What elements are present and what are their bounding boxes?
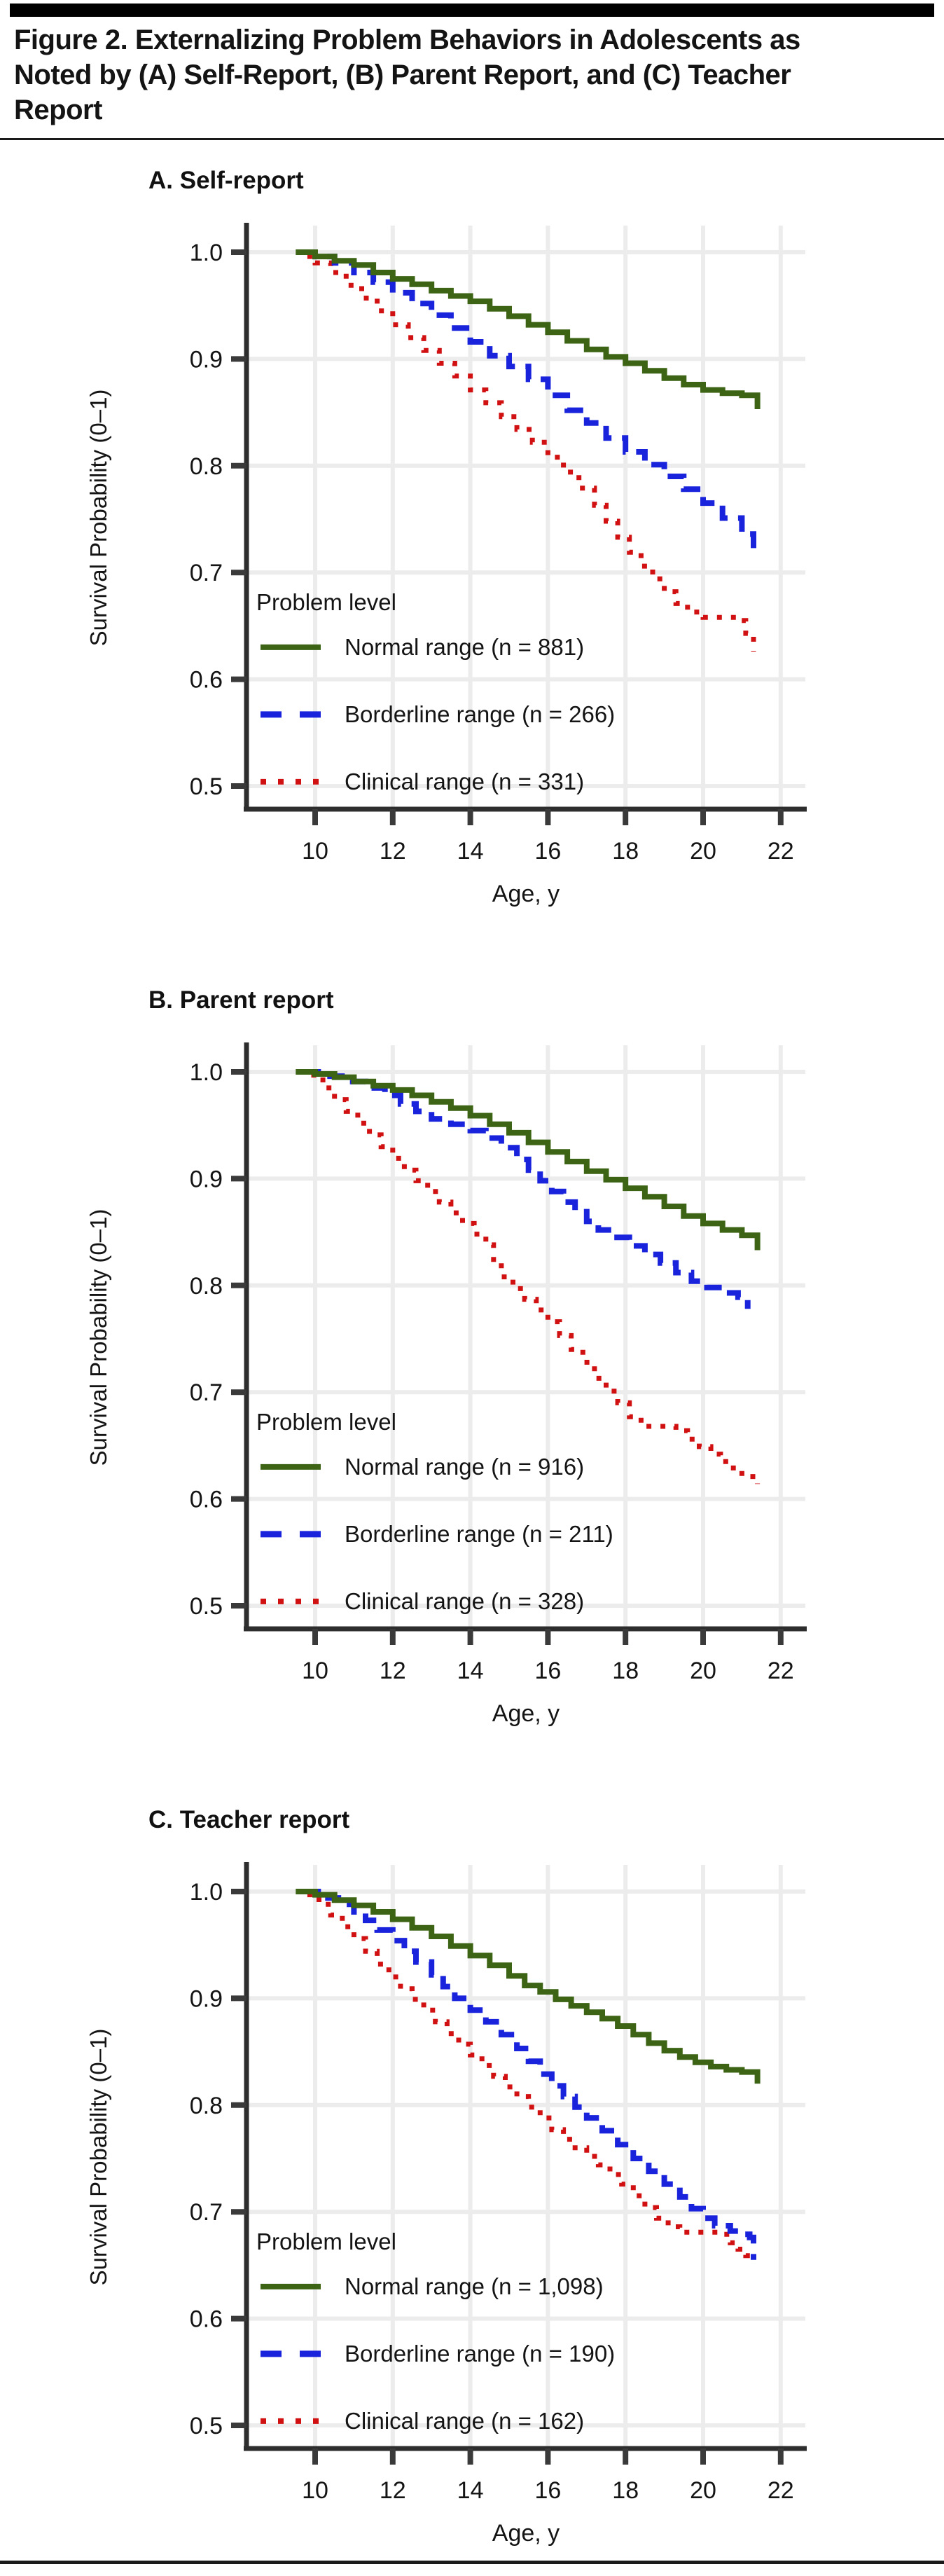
figure-title-line-3: Report (14, 95, 102, 125)
borderline-range-curve (303, 1889, 756, 2260)
normal-legend-label: Normal range (n = 1,098) (345, 2273, 604, 2299)
y-tick-label: 0.9 (190, 1985, 223, 2012)
x-axis-title: Age, y (492, 1700, 560, 1727)
x-tick-label: 20 (690, 838, 716, 865)
legend-title: Problem level (256, 2229, 396, 2254)
x-axis-title: Age, y (492, 2520, 560, 2547)
normal-range-curve (296, 1069, 761, 1251)
y-axis-title: Survival Probability (0–1) (85, 1209, 111, 1466)
y-tick-label: 0.8 (190, 1273, 223, 1300)
x-tick-label: 14 (457, 2477, 484, 2504)
y-tick-label: 0.6 (190, 1487, 223, 1513)
normal-legend-label: Normal range (n = 916) (345, 1454, 584, 1480)
clinical-range-curve (307, 1892, 756, 2261)
y-tick-label: 0.9 (190, 346, 223, 373)
panel-a-title: A. Self-report (148, 167, 304, 194)
borderline-legend-label: Borderline range (n = 211) (345, 1521, 613, 1547)
bottom-rule (0, 2561, 944, 2564)
y-tick-label: 0.6 (190, 667, 223, 694)
y-axis-title: Survival Probability (0–1) (85, 2029, 111, 2286)
normal-range-curve (296, 249, 761, 409)
y-tick-label: 0.6 (190, 2306, 223, 2333)
x-tick-label: 12 (380, 1658, 406, 1684)
y-tick-label: 0.9 (190, 1166, 223, 1192)
y-tick-label: 1.0 (190, 1059, 223, 1086)
y-tick-label: 0.8 (190, 2093, 223, 2119)
panel-c-title: C. Teacher report (148, 1806, 350, 1833)
x-tick-label: 10 (302, 838, 328, 865)
clinical-legend-label: Clinical range (n = 328) (345, 1588, 584, 1614)
x-tick-label: 16 (534, 1658, 561, 1684)
y-tick-label: 0.5 (190, 1593, 223, 1620)
x-tick-label: 12 (380, 838, 406, 865)
x-axis-title: Age, y (492, 881, 560, 907)
y-tick-label: 0.7 (190, 1379, 223, 1406)
figure-title-line-2: Noted by (A) Self-Report, (B) Parent Rep… (14, 60, 791, 90)
panel-b-chart: 1.0 0.9 0.8 0.7 0.6 0.5 10 12 14 16 18 20 22 Age, y Su… (85, 1042, 807, 1727)
y-tick-label: 1.0 (190, 1879, 223, 1906)
clinical-legend-label: Clinical range (n = 162) (345, 2408, 584, 2434)
x-tick-label: 12 (380, 2477, 406, 2504)
figure-title: Figure 2. Externalizing Problem Behavior… (14, 22, 933, 128)
y-tick-label: 0.5 (190, 2413, 223, 2439)
borderline-legend-label: Borderline range (n = 190) (345, 2341, 615, 2367)
clinical-legend-label: Clinical range (n = 331) (345, 769, 584, 794)
borderline-range-curve (303, 249, 756, 558)
top-black-bar (10, 4, 934, 17)
y-tick-label: 0.8 (190, 453, 223, 480)
y-axis-title: Survival Probability (0–1) (85, 390, 111, 647)
normal-legend-label: Normal range (n = 881) (345, 634, 584, 660)
x-tick-label: 16 (534, 2477, 561, 2504)
y-tick-label: 0.7 (190, 2199, 223, 2226)
y-tick-label: 1.0 (190, 240, 223, 266)
x-tick-label: 20 (690, 2477, 716, 2504)
x-tick-label: 22 (768, 2477, 794, 2504)
borderline-range-curve (303, 1069, 751, 1309)
normal-range-curve (296, 1889, 761, 2084)
borderline-legend-label: Borderline range (n = 266) (345, 701, 615, 727)
panel-c-chart: 1.0 0.9 0.8 0.7 0.6 0.5 10 12 14 16 18 20 22 Age, y Su… (85, 1862, 807, 2547)
x-tick-label: 18 (612, 838, 639, 865)
x-tick-label: 14 (457, 838, 484, 865)
panel-a-chart: 1.0 0.9 0.8 0.7 0.6 0.5 10 12 14 16 18 20 22 Age, y Su… (85, 223, 807, 907)
x-tick-label: 22 (768, 838, 794, 865)
panel-b-title: B. Parent report (148, 986, 334, 1014)
x-tick-label: 18 (612, 1658, 639, 1684)
clinical-range-curve (307, 254, 756, 652)
legend-title: Problem level (256, 1409, 396, 1435)
legend-title: Problem level (256, 589, 396, 615)
x-tick-label: 16 (534, 838, 561, 865)
y-tick-label: 0.7 (190, 560, 223, 586)
x-tick-label: 18 (612, 2477, 639, 2504)
x-tick-label: 20 (690, 1658, 716, 1684)
title-divider-rule (0, 138, 944, 140)
x-tick-label: 14 (457, 1658, 484, 1684)
x-tick-label: 10 (302, 2477, 328, 2504)
x-tick-label: 10 (302, 1658, 328, 1684)
y-tick-label: 0.5 (190, 773, 223, 800)
figure-title-line-1: Figure 2. Externalizing Problem Behavior… (14, 25, 800, 55)
x-tick-label: 22 (768, 1658, 794, 1684)
